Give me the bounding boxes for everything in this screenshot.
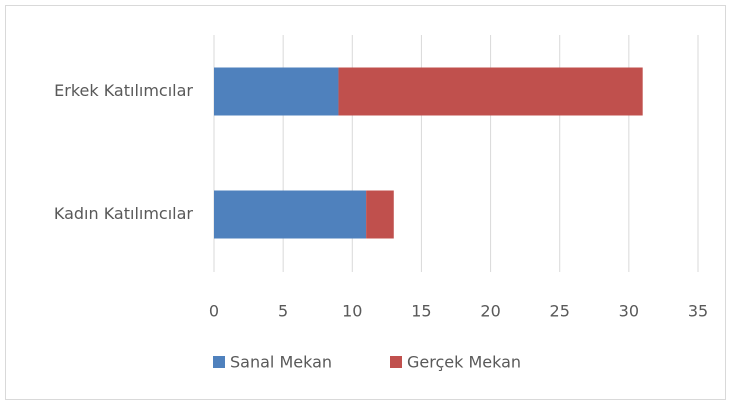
x-tick-label: 25 xyxy=(550,302,570,321)
x-tick-label: 15 xyxy=(411,302,431,321)
x-tick-label: 35 xyxy=(688,302,708,321)
legend-label: Sanal Mekan xyxy=(230,353,332,372)
x-tick-label: 20 xyxy=(480,302,500,321)
bar xyxy=(214,190,367,239)
x-tick-label: 0 xyxy=(209,302,219,321)
x-tick-label: 10 xyxy=(342,302,362,321)
bar xyxy=(366,190,394,239)
x-tick-label: 30 xyxy=(619,302,639,321)
x-tick-label: 5 xyxy=(278,302,288,321)
legend-label: Gerçek Mekan xyxy=(407,353,521,372)
bar xyxy=(214,67,339,116)
legend-swatch xyxy=(390,356,402,368)
bar xyxy=(338,67,643,116)
y-tick-label: Kadın Katılımcılar xyxy=(54,204,194,223)
y-tick-label: Erkek Katılımcılar xyxy=(54,81,193,100)
legend-swatch xyxy=(213,356,225,368)
